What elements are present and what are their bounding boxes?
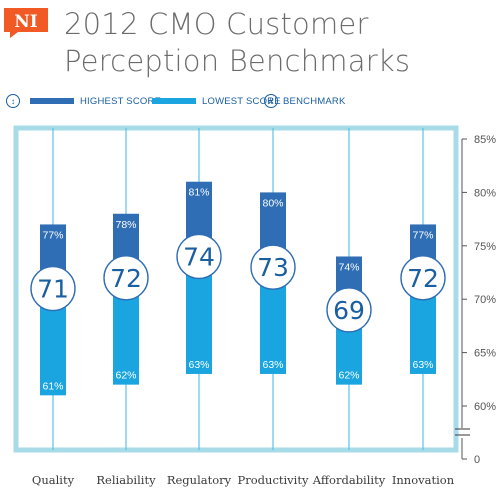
legend: ↕ HIGHEST SCORE LOWEST SCORE # BENCHMARK bbox=[6, 92, 426, 110]
highest-value-label: 81% bbox=[188, 187, 209, 199]
highest-value-label: 74% bbox=[338, 261, 359, 273]
benchmark-circle bbox=[400, 255, 446, 301]
benchmark-circle bbox=[250, 244, 296, 290]
highest-value-label: 77% bbox=[412, 229, 433, 241]
lowest-value-label: 62% bbox=[115, 370, 136, 382]
hash-icon: # bbox=[264, 94, 278, 108]
highest-value-label: 78% bbox=[115, 219, 136, 231]
chart-title: 2012 CMO Customer Perception Benchmarks bbox=[64, 6, 494, 80]
y-tick-label: 85% bbox=[474, 134, 496, 146]
category-label: Reliability bbox=[96, 473, 156, 487]
category-label: Productivity bbox=[238, 473, 309, 487]
y-tick-label: 80% bbox=[474, 187, 496, 199]
legend-label-lowest: LOWEST SCORE bbox=[202, 95, 281, 107]
logo-text: NI bbox=[14, 12, 38, 32]
y-tick-label: 65% bbox=[474, 348, 496, 360]
category-label: Innovation bbox=[392, 473, 455, 487]
logo-speech-bubble bbox=[4, 8, 48, 38]
y-tick-label: 0 bbox=[474, 454, 480, 466]
benchmark-circle bbox=[326, 287, 372, 333]
benchmark-value: 71 bbox=[37, 275, 69, 304]
benchmark-circle bbox=[176, 233, 222, 280]
benchmark-value: 74 bbox=[183, 242, 215, 271]
lowest-value-label: 62% bbox=[338, 370, 359, 382]
lowest-value-label: 63% bbox=[188, 359, 209, 371]
chart-title-line2: Perception Benchmarks bbox=[64, 44, 411, 78]
benchmark-value: 73 bbox=[257, 253, 289, 282]
lowest-value-label: 61% bbox=[42, 380, 63, 392]
category-label: Quality bbox=[32, 473, 75, 487]
legend-item-benchmark: # BENCHMARK bbox=[264, 92, 346, 110]
chart-title-line1: 2012 CMO Customer bbox=[64, 7, 369, 41]
benchmark-circle bbox=[30, 265, 76, 312]
bar-group-innovation: 77% 63% 72 Innovation bbox=[392, 128, 455, 487]
y-tick-label: 75% bbox=[474, 241, 496, 253]
lowest-value-label: 63% bbox=[412, 359, 433, 371]
legend-item-lowest: LOWEST SCORE bbox=[152, 92, 281, 110]
category-label: Regulatory bbox=[167, 473, 232, 487]
legend-swatch-lowest bbox=[152, 98, 196, 104]
legend-label-benchmark: BENCHMARK bbox=[283, 95, 346, 107]
highest-value-label: 80% bbox=[262, 197, 283, 209]
benchmark-circle bbox=[103, 255, 149, 301]
up-down-arrow-icon: ↕ bbox=[6, 94, 20, 108]
benchmark-value: 69 bbox=[333, 296, 365, 325]
bar-group-productivity: 80% 63% 73 Productivity bbox=[238, 128, 309, 487]
highest-value-label: 77% bbox=[42, 229, 63, 241]
bar-group-regulatory: 81% 63% 74 Regulatory bbox=[167, 128, 232, 487]
ni-logo: NI bbox=[4, 8, 48, 38]
category-label: Affordability bbox=[312, 473, 386, 487]
benchmark-value: 72 bbox=[110, 264, 142, 293]
benchmark-value: 72 bbox=[407, 264, 439, 293]
bar-group-reliability: 78% 62% 72 Reliability bbox=[96, 128, 156, 487]
legend-swatch-highest bbox=[30, 98, 74, 104]
chart-frame bbox=[13, 125, 459, 453]
y-tick-label: 70% bbox=[474, 294, 496, 306]
legend-label-highest: HIGHEST SCORE bbox=[80, 95, 162, 107]
bar-group-quality: 77% 61% 71 Quality bbox=[30, 128, 76, 487]
legend-item-highest: ↕ HIGHEST SCORE bbox=[6, 92, 161, 110]
lowest-value-label: 63% bbox=[262, 359, 283, 371]
y-tick-label: 60% bbox=[474, 401, 496, 413]
bar-group-affordability: 74% 62% 69 Affordability bbox=[312, 128, 386, 487]
